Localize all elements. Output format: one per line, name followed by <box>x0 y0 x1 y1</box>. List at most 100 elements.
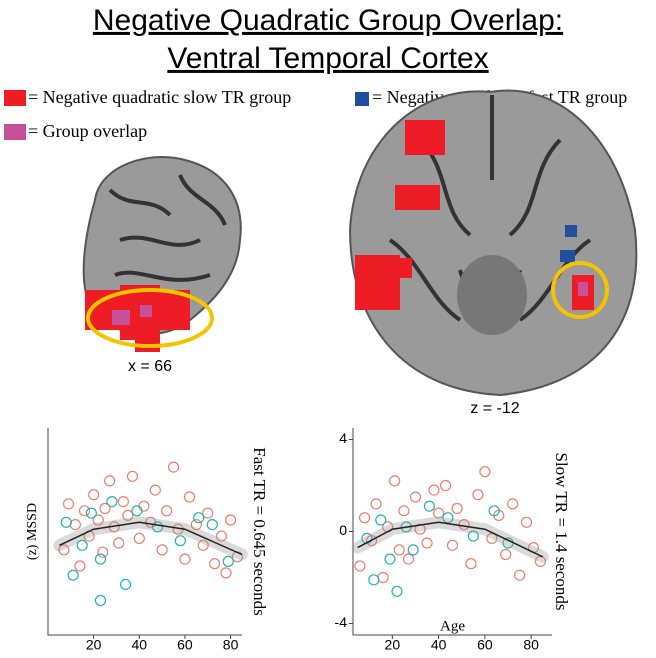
point <box>421 537 433 549</box>
confidence-band <box>351 516 549 563</box>
point <box>133 532 145 545</box>
point <box>224 514 237 526</box>
point <box>389 475 401 487</box>
point <box>209 558 221 570</box>
point <box>215 530 228 542</box>
image-label: x = 66 <box>128 358 172 375</box>
x-tick-label: 40 <box>132 637 148 653</box>
legend-text: = Negative quadratic slow TR group <box>28 87 291 107</box>
point <box>94 594 107 607</box>
x-tick-label: 40 <box>431 637 447 653</box>
point <box>60 516 72 528</box>
point <box>74 560 86 572</box>
point <box>183 491 196 503</box>
point <box>67 569 79 581</box>
point <box>439 479 452 492</box>
point <box>354 560 366 572</box>
point <box>58 544 70 556</box>
point <box>106 496 118 508</box>
x-tick-label: 20 <box>86 637 102 653</box>
image-label: z = -12 <box>470 400 519 417</box>
point <box>465 558 477 570</box>
point <box>467 530 479 542</box>
point <box>113 537 125 549</box>
point <box>393 544 405 556</box>
point <box>151 521 164 533</box>
point <box>161 505 173 517</box>
point <box>220 567 232 579</box>
point <box>507 498 519 510</box>
point <box>104 475 116 487</box>
point <box>174 535 186 547</box>
point <box>62 498 75 510</box>
point <box>391 585 403 597</box>
point <box>92 514 104 526</box>
point <box>433 507 445 519</box>
fit-line <box>59 521 243 556</box>
point <box>126 470 139 482</box>
point <box>368 574 380 586</box>
point <box>370 498 382 510</box>
point <box>193 512 205 524</box>
point <box>99 502 111 515</box>
point <box>409 491 422 503</box>
fit-line <box>357 521 544 558</box>
y-tick-label: 4 <box>339 430 347 446</box>
y-tick-label: 0 <box>339 522 347 538</box>
point <box>514 569 526 581</box>
point <box>358 512 371 524</box>
x-axis-label: Age <box>440 618 465 634</box>
side-label: Slow TR = 1.4 seconds <box>552 452 571 610</box>
title: Negative Quadratic Group Overlap: <box>93 4 563 37</box>
point <box>138 500 150 512</box>
x-tick-label: 80 <box>223 637 239 653</box>
point <box>414 523 426 535</box>
point <box>97 546 109 558</box>
point <box>122 509 134 522</box>
point <box>69 518 81 531</box>
point <box>206 518 218 531</box>
x-tick-label: 60 <box>177 637 193 653</box>
point <box>190 518 202 531</box>
point <box>407 544 419 556</box>
point <box>156 544 168 556</box>
point <box>423 500 435 512</box>
point <box>202 507 214 519</box>
point <box>520 516 533 528</box>
point <box>149 484 161 496</box>
axial-brain <box>348 89 638 397</box>
point <box>451 502 463 515</box>
point <box>488 505 500 517</box>
legend-swatch <box>4 90 26 106</box>
point <box>428 484 440 496</box>
legend-text: = Group overlap <box>28 121 147 141</box>
point <box>85 507 97 519</box>
point <box>76 539 88 551</box>
legend-swatch <box>355 92 369 106</box>
x-tick-label: 20 <box>385 637 401 653</box>
point <box>179 553 191 565</box>
point <box>398 505 410 517</box>
side-label: Fast TR = 0.645 seconds <box>250 447 269 615</box>
y-tick-label: -4 <box>335 614 348 630</box>
point <box>88 489 100 501</box>
axis <box>47 428 242 636</box>
y-axis-label: (z) MSSD <box>25 503 40 560</box>
point <box>384 553 396 565</box>
point <box>94 553 107 565</box>
confidence-band <box>53 516 248 561</box>
point <box>402 553 415 565</box>
point <box>222 555 234 568</box>
point <box>78 505 91 517</box>
point <box>197 539 209 551</box>
title: Ventral Temporal Cortex <box>167 42 488 75</box>
axis <box>352 428 552 636</box>
point <box>119 578 132 591</box>
x-tick-label: 80 <box>523 637 539 653</box>
point <box>117 496 129 508</box>
point <box>486 532 498 545</box>
point <box>375 514 387 526</box>
point <box>131 505 143 517</box>
point <box>377 571 389 584</box>
